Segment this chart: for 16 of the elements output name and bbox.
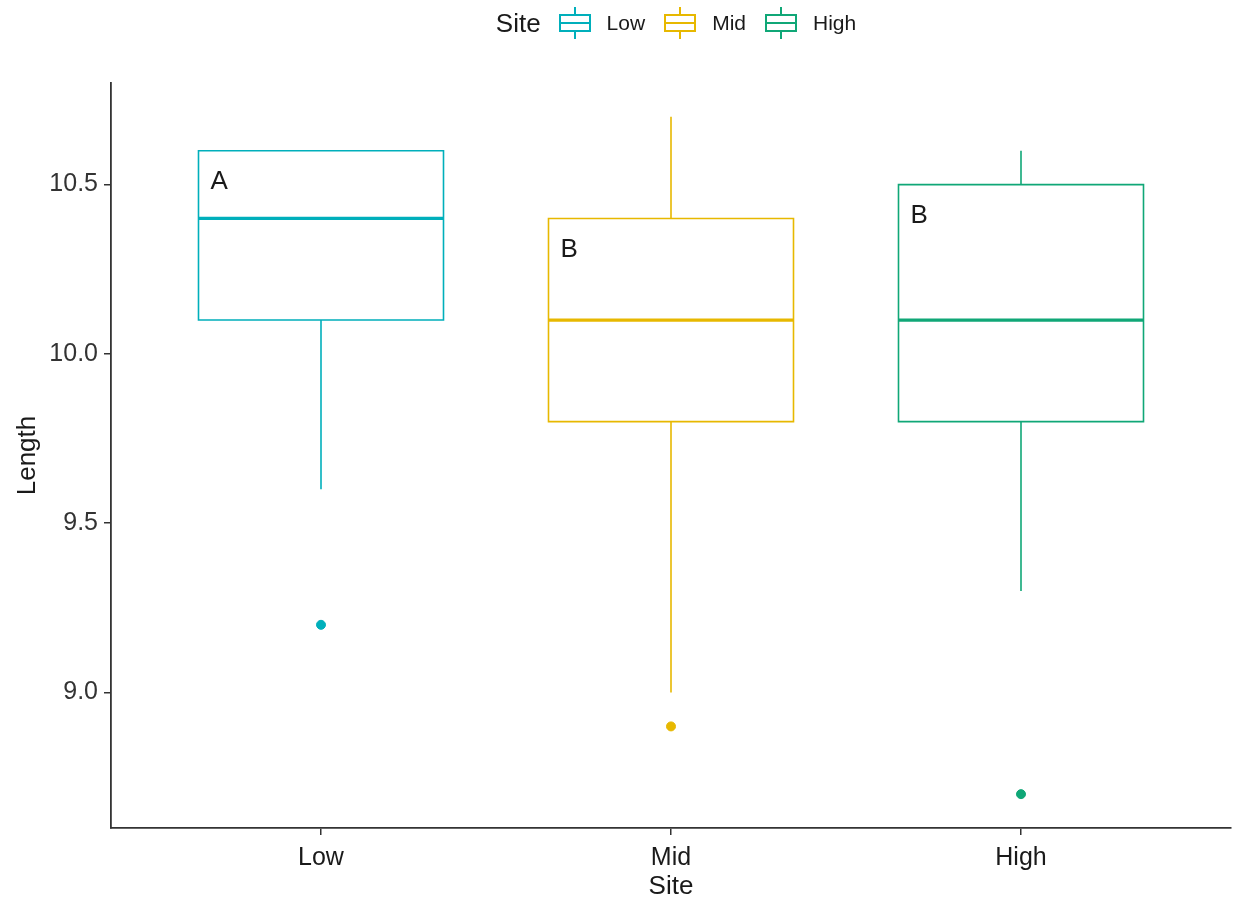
y-axis-title: Length bbox=[10, 415, 41, 496]
x-axis-title: Site bbox=[648, 869, 694, 900]
x-tick-label: High bbox=[995, 841, 1047, 870]
x-tick-label: Low bbox=[298, 841, 345, 870]
annotation: A bbox=[210, 164, 229, 195]
legend-label: Mid bbox=[712, 11, 746, 35]
y-tick-label: 9.5 bbox=[63, 507, 98, 536]
legend-title: Site bbox=[495, 7, 541, 39]
legend-label: High bbox=[812, 11, 857, 35]
y-tick-label: 10.0 bbox=[49, 337, 98, 366]
annotation: B bbox=[910, 198, 928, 229]
y-tick-label: 10.5 bbox=[49, 168, 98, 197]
x-tick-label: Mid bbox=[650, 841, 692, 870]
y-tick-label: 9.0 bbox=[63, 676, 98, 705]
legend-label: Low bbox=[606, 11, 646, 35]
annotation: B bbox=[560, 232, 578, 263]
